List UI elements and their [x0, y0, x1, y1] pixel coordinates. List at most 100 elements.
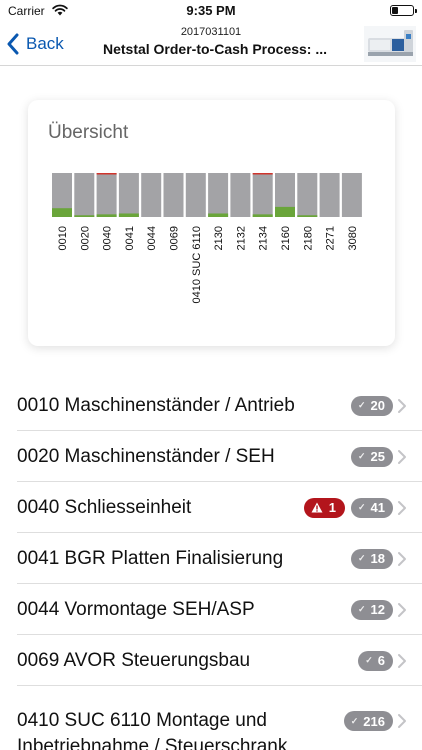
carrier-label: Carrier: [8, 4, 45, 18]
station-bar: 2132: [230, 173, 251, 250]
station-bar: 2160: [275, 173, 295, 250]
list-item[interactable]: 0044 Vormontage SEH/ASP ✓ 12: [17, 584, 422, 635]
task-count-badge: ✓ 6: [358, 650, 393, 671]
task-count-badge: ✓ 41: [350, 497, 393, 518]
station-label: 0410 SUC 6110: [191, 226, 203, 303]
task-count-badge: ✓ 18: [350, 548, 393, 569]
list-item-accessories: ✓ 25: [350, 431, 422, 482]
check-icon: ✓: [350, 715, 359, 726]
task-count-badge: ✓ 12: [350, 599, 393, 620]
list-item[interactable]: 0010 Maschinenständer / Antrieb ✓ 20: [17, 380, 422, 431]
station-bar-done: [208, 213, 229, 217]
list-item[interactable]: 0040 Schliesseinheit 1 ✓ 41: [17, 482, 422, 533]
list-item-title: 0041 BGR Platten Finalisierung: [17, 548, 284, 569]
chevron-right-icon: [398, 449, 406, 464]
order-number: 2017031101: [180, 26, 242, 38]
list-item-title: 0069 AVOR Steuerungsbau: [17, 650, 251, 671]
station-label: 2134: [258, 226, 270, 250]
station-bar-alert: [96, 173, 117, 175]
station-bar-total: [185, 173, 206, 217]
station-label: 2180: [302, 226, 314, 250]
station-bar-total: [341, 173, 362, 217]
alert-count: 1: [328, 500, 336, 515]
task-count-badge: ✓ 216: [343, 711, 393, 731]
station-label: 2271: [325, 226, 337, 250]
station-bar-done: [96, 214, 117, 217]
station-bar: 2134: [252, 173, 273, 250]
list-item-title: 0020 Maschinenständer / SEH: [17, 446, 275, 467]
overview-title: Übersicht: [48, 122, 129, 143]
station-bar-done: [118, 213, 139, 217]
station-bar-total: [208, 173, 229, 217]
station-bar: 2130: [208, 173, 229, 250]
station-list: 0010 Maschinenständer / Antrieb ✓ 20 0020 M…: [0, 380, 422, 750]
station-bar-alert: [252, 173, 273, 175]
list-item[interactable]: 0020 Maschinenständer / SEH ✓ 25: [17, 431, 422, 482]
station-label: 3080: [347, 226, 359, 250]
station-bar-total: [74, 173, 95, 217]
task-count-badge: ✓ 20: [350, 395, 393, 416]
list-item-accessories: ✓ 216: [343, 686, 422, 750]
station-bar-total: [319, 173, 340, 217]
station-label: 2130: [213, 226, 225, 250]
task-count: 20: [370, 398, 385, 413]
check-icon: ✓: [357, 502, 366, 512]
list-item[interactable]: 0041 BGR Platten Finalisierung ✓ 18: [17, 533, 422, 584]
overview-bar-chart: 0010 0020 0040 0041 0044 0069 0410 SUC 6110 213…: [52, 173, 362, 303]
station-bar: 2271: [319, 173, 340, 250]
check-icon: ✓: [365, 655, 373, 665]
overview-card: Übersicht 0010 0020 0040 0041 0044 0069 0410 S…: [28, 100, 395, 346]
list-item-accessories: ✓ 6: [358, 635, 422, 686]
task-count: 18: [370, 551, 385, 566]
task-count: 41: [370, 500, 385, 515]
check-icon: ✓: [357, 604, 366, 614]
back-label: Back: [26, 34, 64, 53]
alert-badge: 1: [303, 497, 345, 518]
station-bar-done: [297, 215, 318, 217]
station-bar-done: [52, 208, 72, 217]
station-label: 2132: [235, 226, 247, 250]
station-label: 0041: [124, 226, 136, 250]
warning-icon: [311, 502, 323, 513]
list-item[interactable]: 0069 AVOR Steuerungsbau ✓ 6: [17, 635, 422, 686]
wifi-icon: [52, 4, 68, 16]
station-bar-total: [252, 173, 273, 217]
list-item-accessories: ✓ 18: [350, 533, 422, 584]
list-item-title: 0410 SUC 6110 Montage und Inbetriebnahme…: [17, 710, 288, 750]
task-count-badge: ✓ 25: [350, 446, 393, 467]
check-icon: ✓: [357, 400, 366, 410]
list-item-accessories: ✓ 20: [350, 380, 422, 431]
list-item-title: 0040 Schliesseinheit: [17, 497, 192, 518]
station-bar: 3080: [341, 173, 362, 250]
station-bar: 0010: [52, 173, 72, 250]
back-button[interactable]: Back: [6, 30, 64, 58]
station-bar-total: [52, 173, 72, 217]
station-label: 0010: [57, 226, 69, 250]
station-bar-total: [163, 173, 184, 217]
station-label: 0020: [79, 226, 91, 250]
task-count: 6: [377, 653, 385, 668]
station-bar-total: [118, 173, 139, 217]
station-label: 0044: [146, 226, 158, 250]
battery-icon: [390, 5, 417, 16]
station-bar-done: [275, 206, 295, 217]
back-chevron-icon: [7, 33, 19, 55]
station-bar-total: [230, 173, 251, 217]
station-label: 0069: [169, 226, 181, 250]
chevron-right-icon: [398, 551, 406, 566]
task-count: 216: [363, 713, 385, 729]
station-bar: 0069: [163, 173, 184, 250]
station-bar: 0041: [118, 173, 139, 250]
chevron-right-icon: [398, 714, 406, 728]
list-item[interactable]: 0410 SUC 6110 Montage und Inbetriebnahme…: [17, 686, 422, 750]
list-item-accessories: 1 ✓ 41: [303, 482, 422, 533]
chevron-right-icon: [398, 653, 406, 668]
station-bar: 0040: [96, 173, 117, 250]
list-item-title: 0044 Vormontage SEH/ASP: [17, 599, 255, 620]
station-bar-done: [252, 214, 273, 217]
station-bar: 2180: [297, 173, 318, 250]
chevron-right-icon: [398, 602, 406, 617]
page-title: Netstal Order-to-Cash Process: ...: [102, 41, 328, 57]
list-item-accessories: ✓ 12: [350, 584, 422, 635]
machine-thumbnail[interactable]: [364, 26, 416, 62]
